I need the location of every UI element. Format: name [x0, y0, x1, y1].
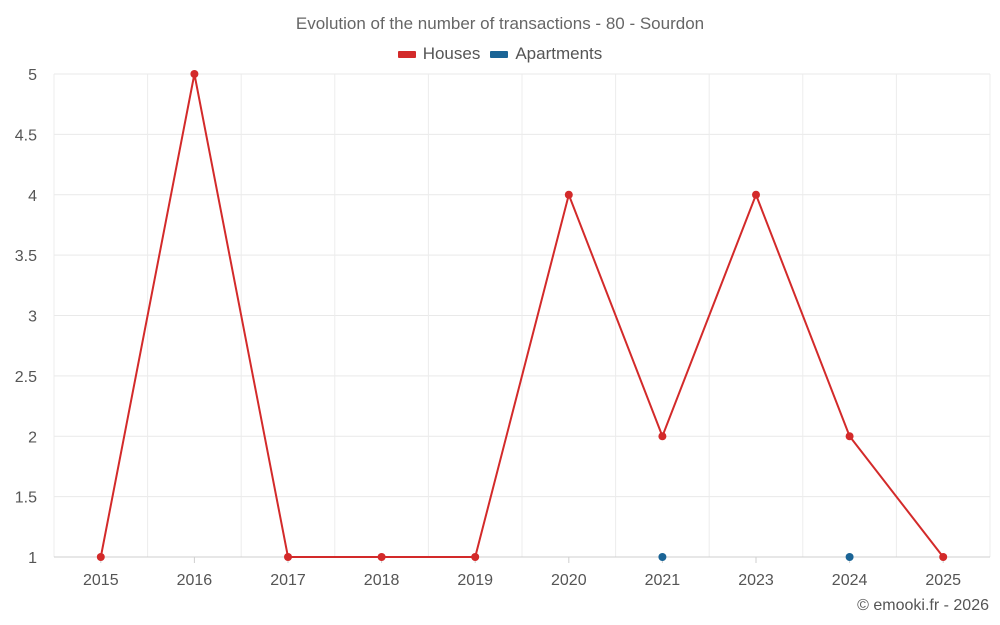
legend-label-houses: Houses [422, 44, 481, 63]
y-tick-label: 2.5 [15, 369, 37, 386]
data-point-houses [752, 190, 760, 199]
x-tick-label: 2024 [832, 572, 868, 589]
legend-item-apartments[interactable]: Apartments [490, 44, 602, 64]
x-tick-label: 2017 [270, 572, 306, 589]
data-point-houses [471, 553, 480, 561]
data-point-apartments [658, 553, 667, 561]
data-point-apartments [845, 553, 854, 561]
x-tick-label: 2019 [457, 572, 493, 589]
y-tick-label: 2 [28, 429, 37, 446]
x-tick-label: 2020 [551, 572, 587, 589]
y-tick-label: 5 [28, 67, 37, 84]
data-point-houses [190, 70, 199, 78]
y-tick-label: 3.5 [15, 248, 37, 265]
legend-swatch-houses [397, 50, 416, 58]
y-tick-label: 4 [28, 188, 37, 205]
data-point-houses [284, 553, 292, 561]
data-point-houses [939, 553, 948, 561]
data-point-houses [377, 553, 386, 561]
x-tick-label: 2025 [925, 572, 961, 589]
y-tick-label: 4.5 [15, 127, 37, 144]
series-line-houses [99, 73, 944, 558]
chart-title: Evolution of the number of transactions … [295, 14, 705, 33]
y-tick-label: 3 [28, 309, 37, 326]
x-tick-label: 2018 [364, 572, 400, 589]
data-point-houses [564, 190, 573, 199]
x-tick-label: 2021 [645, 572, 681, 589]
x-tick-label: 2016 [177, 572, 213, 589]
y-tick-label: 1.5 [15, 490, 37, 507]
legend-swatch-apartments [490, 50, 509, 58]
legend-label-apartments: Apartments [515, 44, 603, 63]
data-point-houses [96, 553, 105, 561]
credit-text: © emooki.fr - 2026 [857, 597, 989, 614]
legend: Houses Apartments [0, 44, 1000, 64]
data-point-houses [845, 432, 854, 441]
x-tick-label: 2015 [83, 572, 119, 589]
legend-item-houses[interactable]: Houses [397, 44, 481, 64]
data-point-houses [658, 432, 667, 441]
x-tick-label: 2023 [738, 572, 774, 589]
y-tick-label: 1 [28, 550, 37, 567]
